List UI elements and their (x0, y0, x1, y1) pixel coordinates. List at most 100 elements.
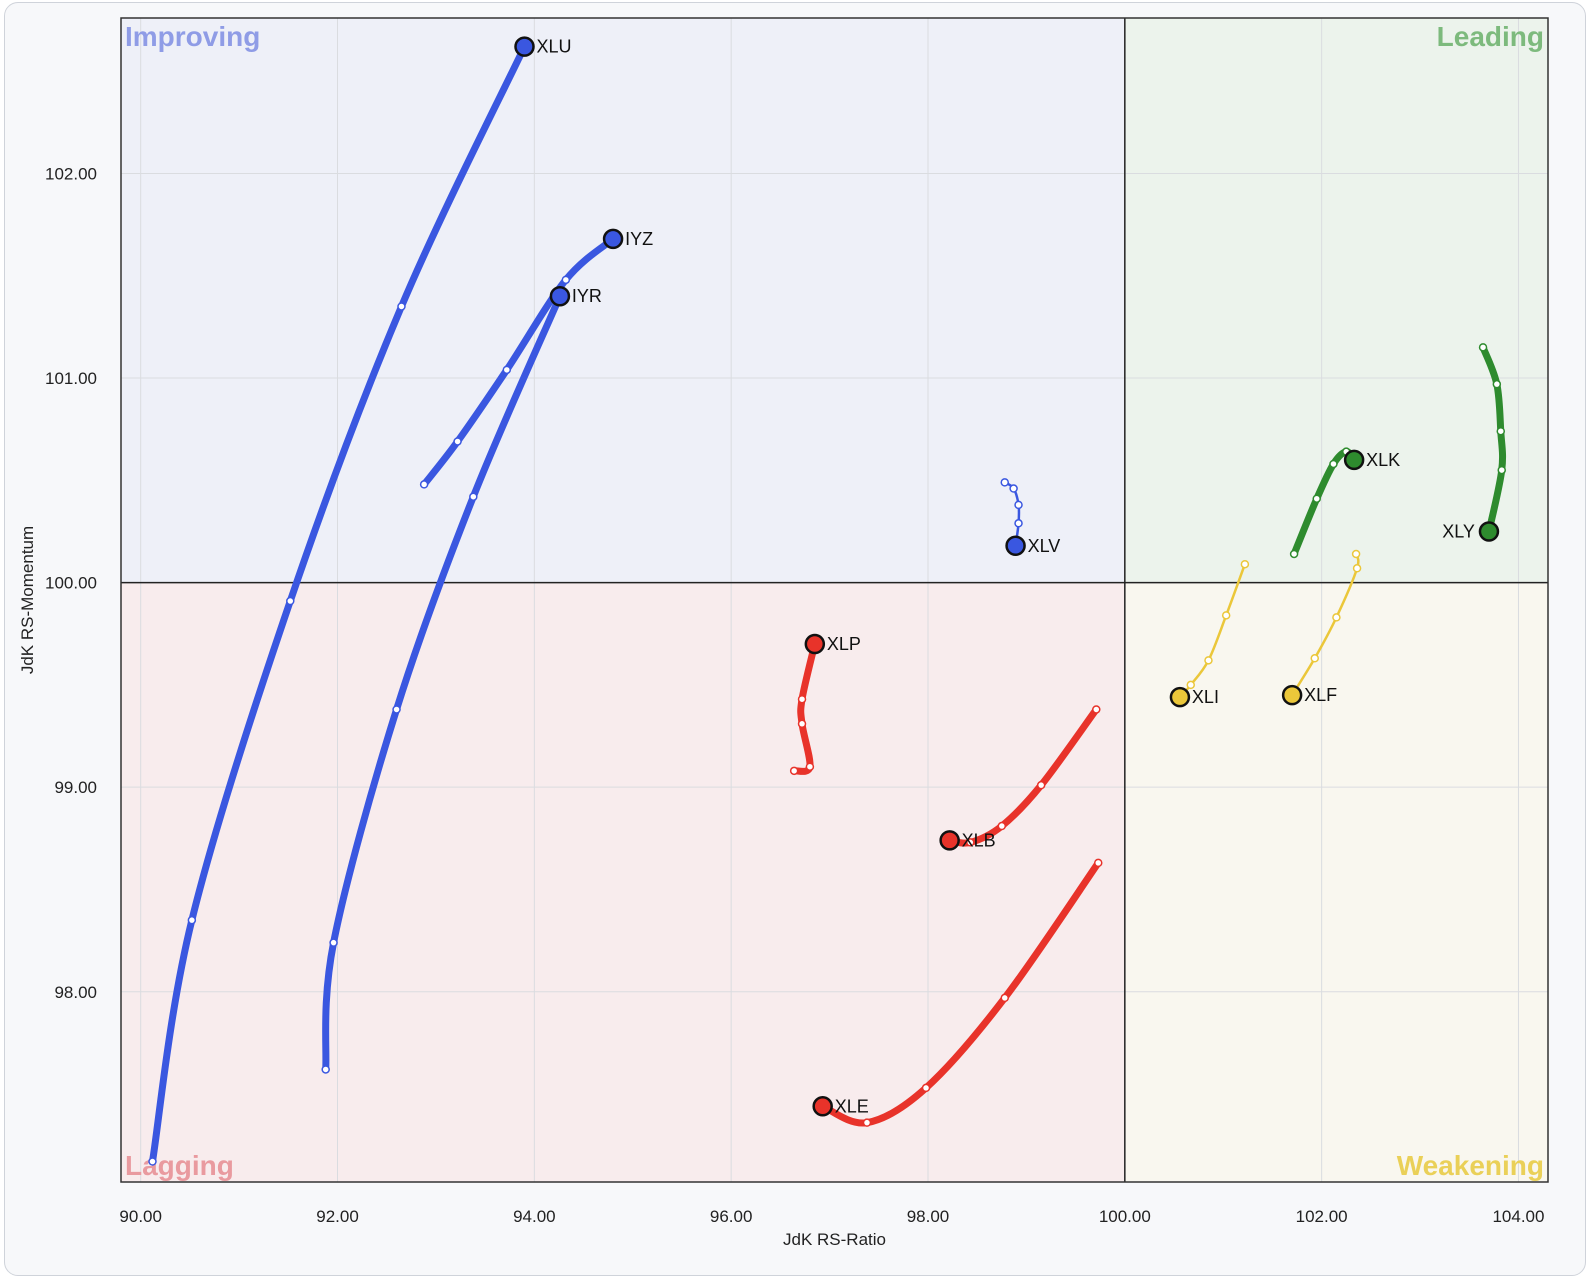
head-point-xlb (939, 830, 960, 851)
tail-point (1014, 519, 1023, 528)
tail-point (453, 437, 462, 446)
tail-xlb: XLB (939, 705, 1101, 851)
head-point-xlf (1281, 684, 1303, 706)
head-point-xlu (514, 36, 535, 57)
head-point-xlp (804, 633, 826, 655)
y-tick-label: 101.00 (45, 369, 97, 388)
tail-point (1496, 426, 1506, 436)
tail-xlu: XLU (148, 36, 572, 1166)
tail-point (1352, 564, 1362, 573)
tail-point (419, 480, 429, 489)
tail-iyr: IYR (321, 285, 602, 1074)
tail-point (805, 762, 815, 771)
tail-point (1014, 500, 1023, 510)
y-tick-label: 98.00 (54, 983, 97, 1002)
tail-point (1492, 379, 1502, 389)
x-tick-label: 90.00 (119, 1207, 162, 1226)
x-tick-label: 104.00 (1492, 1207, 1544, 1226)
tail-point (1329, 459, 1338, 469)
tail-point (1310, 654, 1320, 663)
quadrant-lagging (121, 582, 1125, 1182)
tail-point (1093, 858, 1103, 868)
x-tick-label: 96.00 (710, 1207, 753, 1226)
quadrant-labels: Improving Leading Lagging Weakening (125, 21, 1544, 1181)
symbol-label-xlu: XLU (536, 37, 571, 57)
symbol-label-iyz: IYZ (625, 229, 653, 249)
tail-xlk: XLK (1289, 447, 1400, 559)
tail-point (1036, 780, 1046, 790)
quadrant-leading (1124, 18, 1548, 583)
quadrant-weakening (1124, 582, 1548, 1182)
tail-point (502, 365, 512, 375)
y-tick-label: 99.00 (54, 778, 97, 797)
quadrant-label-leading: Leading (1437, 21, 1544, 52)
symbol-label-iyr: IYR (572, 286, 602, 306)
symbol-label-xlk: XLK (1366, 450, 1400, 470)
symbol-label-xlf: XLF (1304, 685, 1337, 705)
tail-point (1009, 484, 1018, 493)
tail-point (789, 766, 799, 776)
head-point-iyz (602, 228, 624, 250)
tail-point (1000, 478, 1010, 487)
tail-point (1497, 465, 1506, 475)
rotation-tails: XLU IYZ IYR XLV XLK XLY XLI XLF XLP XLB XLE (148, 36, 1507, 1166)
x-tick-label: 98.00 (907, 1207, 950, 1226)
tail-point (862, 1118, 872, 1127)
y-tick-label: 102.00 (45, 164, 97, 183)
x-tick-label: 92.00 (316, 1207, 359, 1226)
y-axis-title: JdK RS-Momentum (18, 526, 37, 674)
tail-iyz: IYZ (419, 228, 653, 489)
quadrant-label-weakening: Weakening (1397, 1150, 1544, 1181)
x-tick-label: 102.00 (1296, 1207, 1348, 1226)
y-tick-label: 100.00 (45, 574, 97, 593)
tail-point (921, 1083, 931, 1093)
head-point-xlv (1005, 535, 1026, 557)
tail-point (561, 275, 571, 285)
tail-xlf: XLF (1281, 549, 1362, 706)
x-tick-label: 100.00 (1099, 1207, 1151, 1226)
center-lines (121, 18, 1548, 1182)
tail-point (392, 705, 401, 714)
tail-point (148, 1157, 157, 1166)
y-axis-ticks: 98.00 99.00 100.00 101.00 102.00 (45, 164, 97, 1001)
tail-point (1221, 611, 1231, 620)
tail-point (1092, 705, 1101, 714)
tail-point (1351, 549, 1361, 559)
tail-point (797, 694, 807, 704)
quadrant-improving (121, 18, 1125, 583)
tail-xle: XLE (812, 858, 1103, 1127)
head-point-xle (812, 1096, 833, 1117)
tail-point (187, 915, 197, 925)
tail-point (329, 938, 338, 947)
tail-point (1289, 549, 1299, 559)
tail-point (1000, 993, 1010, 1003)
tail-point (1332, 613, 1341, 622)
tail-xly: XLY (1442, 343, 1507, 542)
tail-point (397, 302, 406, 311)
tail-point (997, 821, 1007, 831)
quadrant-label-lagging: Lagging (125, 1150, 234, 1181)
tail-point (797, 719, 807, 729)
plot-border (120, 17, 1549, 1183)
head-point-iyr (549, 285, 571, 307)
quadrant-backgrounds (121, 18, 1548, 1182)
tail-point (1478, 343, 1488, 352)
tail-point (286, 596, 295, 606)
head-point-xlk (1343, 449, 1365, 471)
tail-line-iyr (322, 292, 564, 1073)
x-axis-ticks: 90.00 92.00 94.00 96.00 98.00 100.00 102.00 104… (119, 1207, 1544, 1226)
head-point-xly (1478, 521, 1500, 542)
tail-point (1204, 656, 1213, 665)
x-tick-label: 94.00 (513, 1207, 556, 1226)
quadrant-label-improving: Improving (125, 21, 260, 52)
symbol-label-xli: XLI (1192, 687, 1219, 707)
x-axis-title: JdK RS-Ratio (783, 1230, 886, 1249)
tail-xli: XLI (1169, 559, 1250, 708)
tail-point (966, 838, 975, 847)
symbol-label-xle: XLE (835, 1096, 869, 1116)
symbol-label-xly: XLY (1442, 521, 1475, 541)
symbol-label-xlp: XLP (827, 634, 861, 654)
tail-xlv: XLV (1000, 478, 1060, 557)
tail-point (1186, 680, 1196, 690)
